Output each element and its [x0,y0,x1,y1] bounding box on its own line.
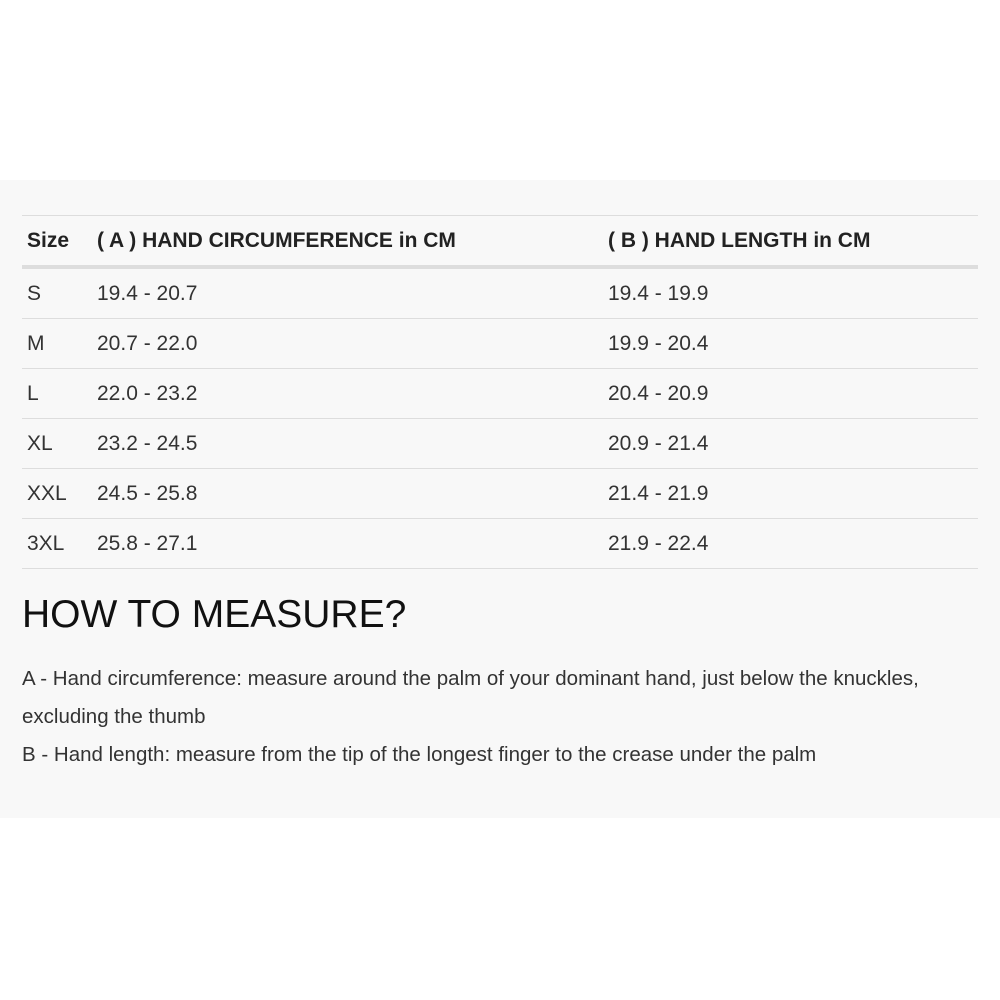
length-cell: 21.9 - 22.4 [603,518,978,569]
header-size: Size [22,215,92,269]
circumference-cell: 23.2 - 24.5 [92,418,603,469]
size-cell: XL [22,418,92,469]
length-cell: 20.9 - 21.4 [603,418,978,469]
length-cell: 21.4 - 21.9 [603,468,978,519]
size-table: Size ( A ) HAND CIRCUMFERENCE in CM ( B … [22,215,978,569]
circumference-cell: 25.8 - 27.1 [92,518,603,569]
instruction-a: A - Hand circumference: measure around t… [22,667,919,728]
size-cell: S [22,267,92,319]
how-to-measure-title: HOW TO MEASURE? [22,593,407,636]
length-cell: 19.4 - 19.9 [603,267,978,319]
table-row: S 19.4 - 20.7 19.4 - 19.9 [22,267,978,319]
size-cell: 3XL [22,518,92,569]
size-cell: M [22,318,92,369]
circumference-cell: 19.4 - 20.7 [92,267,603,319]
table-row: XXL 24.5 - 25.8 21.4 - 21.9 [22,468,978,519]
instruction-b: B - Hand length: measure from the tip of… [22,743,817,766]
circumference-cell: 20.7 - 22.0 [92,318,603,369]
table-row: M 20.7 - 22.0 19.9 - 20.4 [22,318,978,369]
circumference-cell: 22.0 - 23.2 [92,368,603,419]
size-chart-panel: Size ( A ) HAND CIRCUMFERENCE in CM ( B … [0,180,1000,818]
table-header-row: Size ( A ) HAND CIRCUMFERENCE in CM ( B … [22,215,978,269]
header-length: ( B ) HAND LENGTH in CM [603,215,978,269]
size-cell: XXL [22,468,92,519]
size-cell: L [22,368,92,419]
header-circumference: ( A ) HAND CIRCUMFERENCE in CM [92,215,603,269]
length-cell: 20.4 - 20.9 [603,368,978,419]
table-row: 3XL 25.8 - 27.1 21.9 - 22.4 [22,518,978,569]
table-row: L 22.0 - 23.2 20.4 - 20.9 [22,368,978,419]
table-row: XL 23.2 - 24.5 20.9 - 21.4 [22,418,978,469]
measure-instructions: A - Hand circumference: measure around t… [22,660,982,774]
length-cell: 19.9 - 20.4 [603,318,978,369]
circumference-cell: 24.5 - 25.8 [92,468,603,519]
